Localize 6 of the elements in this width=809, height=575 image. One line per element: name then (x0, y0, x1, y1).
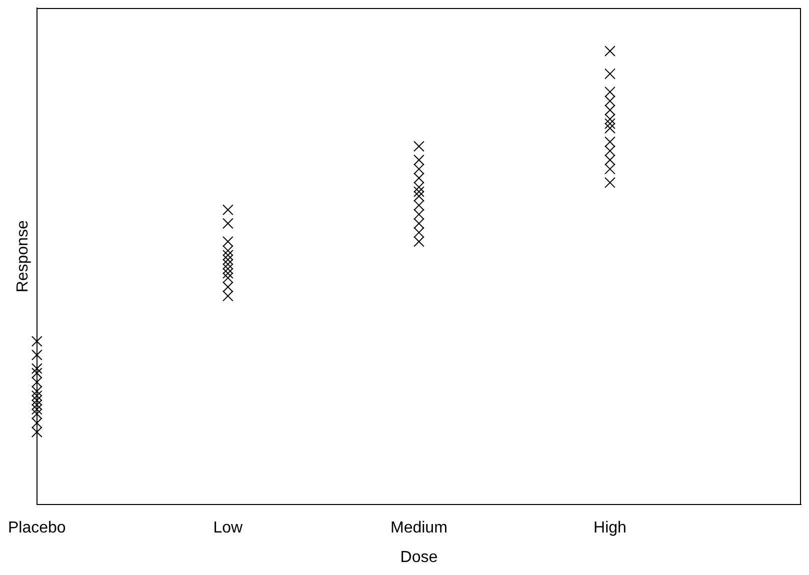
x-tick-label: Low (213, 520, 244, 537)
x-axis-title: Dose (400, 548, 438, 566)
x-tick-label: Placebo (8, 520, 66, 537)
x-tick-label: High (594, 520, 626, 537)
x-tick-label: Medium (390, 520, 448, 537)
y-axis-title: Response (14, 220, 32, 292)
